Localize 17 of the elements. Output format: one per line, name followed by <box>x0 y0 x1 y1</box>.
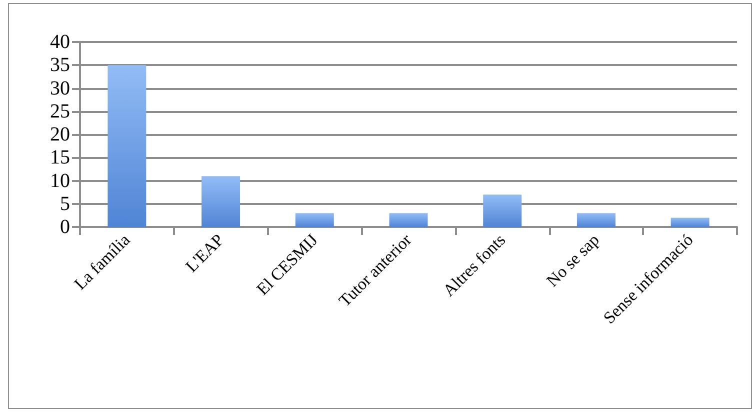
bar <box>389 213 428 227</box>
y-tick-label: 5 <box>60 192 70 215</box>
y-tick-label: 0 <box>60 216 70 238</box>
y-tick-label: 40 <box>50 31 70 53</box>
y-tick-label: 10 <box>50 170 70 192</box>
y-tick-label: 15 <box>50 146 70 169</box>
y-tick-label: 35 <box>50 54 70 76</box>
bar <box>576 213 616 227</box>
bar <box>202 176 240 227</box>
x-tick-label: No se sap <box>542 230 603 290</box>
y-tick-label: 20 <box>50 124 70 146</box>
bar <box>670 218 710 227</box>
bar <box>108 65 146 227</box>
bar <box>295 213 334 227</box>
bar <box>483 194 522 227</box>
y-tick-label: 30 <box>50 77 70 100</box>
y-tick-label: 25 <box>50 100 70 122</box>
